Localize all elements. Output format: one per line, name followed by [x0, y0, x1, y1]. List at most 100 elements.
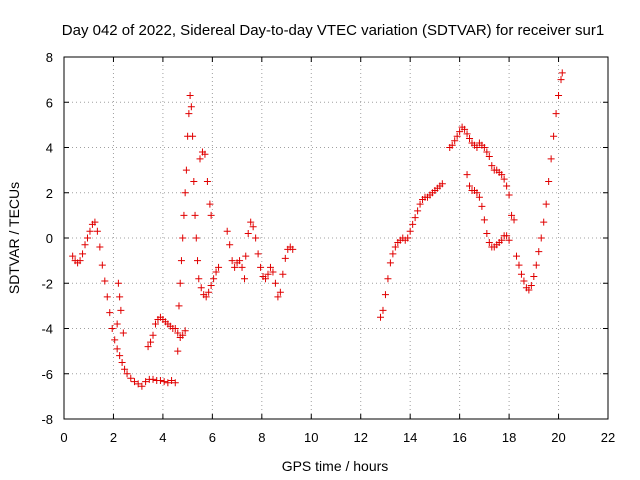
data-point: [389, 250, 397, 258]
data-point: [118, 358, 126, 366]
data-point: [79, 250, 87, 258]
data-point: [215, 263, 223, 271]
data-point: [81, 241, 89, 249]
data-point: [456, 128, 464, 136]
data-point: [289, 245, 297, 253]
data-point: [116, 352, 124, 360]
data-point: [168, 377, 176, 385]
chart-title: Day 042 of 2022, Sidereal Day-to-day VTE…: [62, 22, 604, 39]
data-point: [547, 155, 555, 163]
data-point: [121, 365, 129, 373]
y-tick-label: 0: [46, 231, 53, 246]
data-point: [111, 336, 119, 344]
y-axis-tick-labels: -8 -6 -4 -2 0 2 4 6 8: [41, 50, 53, 427]
data-point: [207, 211, 215, 219]
data-point: [409, 220, 417, 228]
data-point: [119, 329, 127, 337]
x-axis-tick-labels: 0 2 4 6 8 10 12 14 16 18 20 22: [60, 430, 615, 445]
data-point: [195, 275, 203, 283]
data-point: [473, 189, 481, 197]
data-point: [480, 144, 488, 151]
data-point: [182, 166, 190, 174]
data-point: [98, 261, 106, 269]
data-point: [500, 175, 508, 183]
data-point: [149, 375, 157, 383]
data-point: [473, 144, 481, 151]
y-tick-label: 4: [46, 141, 53, 156]
data-point: [171, 379, 179, 387]
data-point: [207, 282, 215, 290]
data-point: [228, 257, 236, 265]
x-tick-label: 2: [110, 430, 117, 445]
data-point: [186, 91, 194, 99]
data-point: [257, 263, 265, 271]
grid: [64, 57, 608, 419]
data-point: [404, 234, 412, 242]
x-tick-label: 22: [601, 430, 615, 445]
data-point: [453, 132, 461, 140]
data-point: [226, 241, 234, 249]
data-point: [540, 218, 548, 226]
data-point: [271, 279, 279, 287]
data-point: [117, 306, 125, 314]
data-point: [448, 141, 456, 149]
data-point: [550, 132, 558, 140]
data-point: [377, 313, 385, 321]
data-point: [160, 378, 168, 386]
data-point: [266, 263, 274, 271]
data-point: [156, 377, 164, 385]
data-point: [416, 200, 424, 208]
x-axis-label: GPS time / hours: [282, 458, 389, 474]
data-point: [503, 232, 511, 240]
x-tick-label: 14: [403, 430, 417, 445]
data-point: [151, 320, 159, 328]
x-tick-label: 18: [502, 430, 516, 445]
data-point: [379, 306, 387, 314]
data-point: [386, 259, 394, 267]
data-point: [175, 302, 183, 310]
data-point: [558, 69, 566, 77]
series-segment-1: [69, 218, 179, 390]
data-point: [103, 293, 111, 301]
data-point: [463, 130, 471, 138]
data-point: [179, 234, 187, 242]
data-point: [134, 380, 142, 388]
data-point: [116, 293, 124, 301]
data-point: [179, 331, 187, 339]
data-point: [478, 202, 486, 210]
data-point: [212, 268, 220, 276]
data-point: [191, 211, 199, 219]
data-point: [241, 275, 249, 283]
data-point: [83, 234, 91, 242]
x-tick-label: 4: [159, 430, 166, 445]
data-point: [180, 211, 188, 219]
data-point: [190, 177, 198, 185]
data-point: [381, 291, 389, 299]
series-segment-3: [377, 69, 566, 321]
data-point: [535, 248, 543, 256]
data-point: [269, 268, 277, 276]
data-point: [391, 243, 399, 251]
data-point: [463, 171, 471, 179]
data-point: [86, 227, 94, 235]
data-point: [244, 229, 252, 237]
data-point: [174, 347, 182, 355]
data-point: [127, 374, 135, 382]
data-point: [69, 252, 77, 260]
data-point: [130, 378, 138, 386]
x-tick-label: 6: [209, 430, 216, 445]
data-point: [438, 180, 446, 188]
data-point: [113, 345, 121, 353]
data-point: [520, 277, 528, 285]
data-point: [164, 379, 172, 387]
x-tick-label: 16: [452, 430, 466, 445]
data-point: [485, 239, 493, 247]
data-point: [555, 91, 563, 99]
data-point: [411, 214, 419, 222]
data-point: [106, 309, 114, 317]
data-point: [530, 272, 538, 280]
data-point: [276, 288, 284, 296]
y-axis-label: SDTVAR / TECUs: [6, 182, 22, 294]
data-point: [532, 261, 540, 269]
